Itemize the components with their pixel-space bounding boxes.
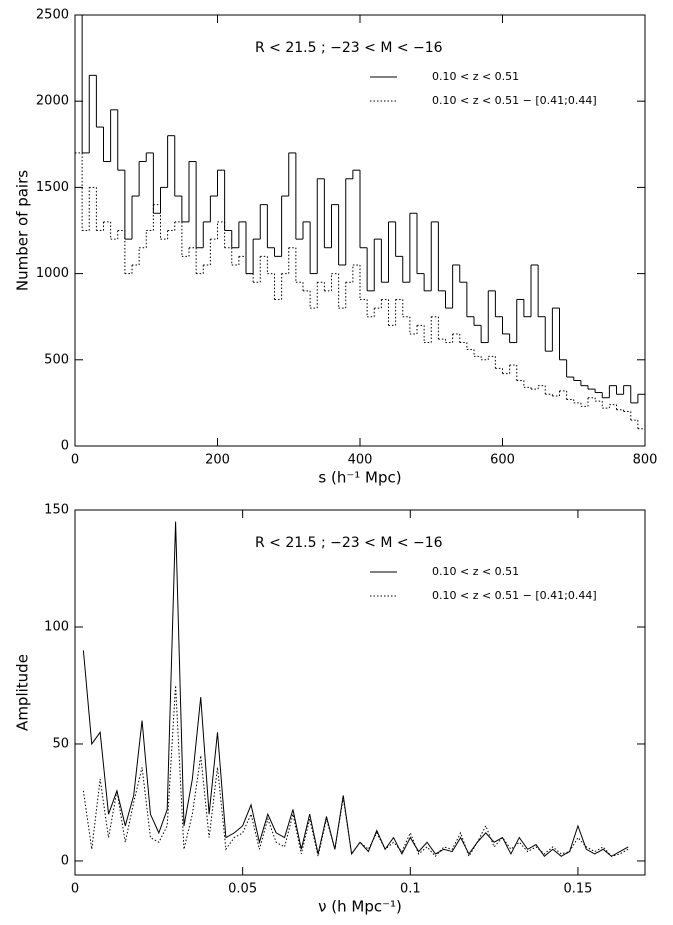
legend-label: 0.10 < z < 0.51 xyxy=(432,70,519,83)
x-axis-label: s (h⁻¹ Mpc) xyxy=(318,469,401,487)
legend-label: 0.10 < z < 0.51 − [0.41;0.44] xyxy=(432,589,597,602)
series xyxy=(75,14,645,404)
data-line xyxy=(82,685,629,858)
data-line xyxy=(82,521,629,858)
x-axis-label: ν (h Mpc⁻¹) xyxy=(318,898,402,916)
x-tick-label: 400 xyxy=(348,453,373,468)
y-tick-label: 2500 xyxy=(36,8,69,23)
y-axis-label: Amplitude xyxy=(14,654,32,731)
x-tick-label: 800 xyxy=(633,453,658,468)
y-tick-label: 50 xyxy=(52,736,69,751)
x-tick-label: 0.1 xyxy=(400,882,421,897)
y-tick-label: 0 xyxy=(61,439,69,454)
panel: 0 0.05 0.1 0.15 0 50 100 150 ν (h Mpc⁻¹) Amplitud… xyxy=(14,503,646,916)
panel: 0 200 400 600 800 0 500 1000 1500 2000 2500 s (h⁻¹ … xyxy=(14,8,658,487)
plot-frame xyxy=(74,509,646,876)
y-tick-label: 0 xyxy=(61,853,69,868)
series xyxy=(75,152,645,430)
y-axis-label: Number of pairs xyxy=(14,170,32,291)
legend-label: 0.10 < z < 0.51 xyxy=(432,565,519,578)
y-tick-label: 150 xyxy=(44,503,69,518)
x-tick-label: 0.15 xyxy=(563,882,592,897)
y-tick-label: 500 xyxy=(44,352,69,367)
series xyxy=(82,521,629,858)
x-tick-label: 600 xyxy=(490,453,515,468)
x-tick-label: 0.05 xyxy=(228,882,257,897)
legend-label: 0.10 < z < 0.51 − [0.41;0.44] xyxy=(432,94,597,107)
y-tick-label: 1000 xyxy=(36,266,69,281)
y-tick-label: 1500 xyxy=(36,180,69,195)
x-tick-label: 0 xyxy=(71,453,79,468)
y-tick-label: 2000 xyxy=(36,94,69,109)
x-tick-label: 0 xyxy=(71,882,79,897)
series xyxy=(82,685,629,858)
annotation: R < 21.5 ; −23 < M < −16 xyxy=(255,40,443,56)
y-tick-label: 100 xyxy=(44,619,69,634)
x-tick-label: 200 xyxy=(205,453,230,468)
annotation: R < 21.5 ; −23 < M < −16 xyxy=(255,535,443,551)
